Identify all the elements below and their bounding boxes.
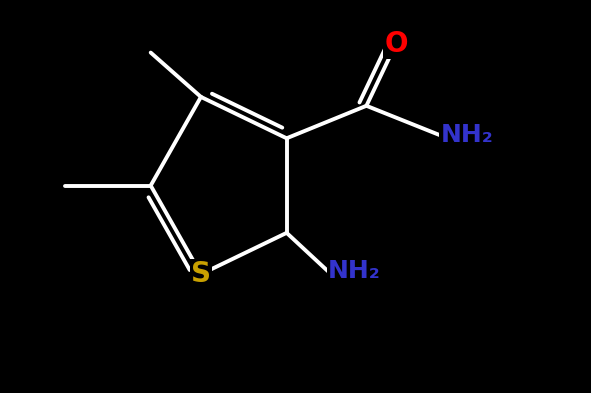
Text: NH₂: NH₂ bbox=[440, 123, 493, 147]
Text: NH₂: NH₂ bbox=[328, 259, 381, 283]
Text: O: O bbox=[384, 30, 408, 58]
Text: S: S bbox=[191, 260, 211, 288]
